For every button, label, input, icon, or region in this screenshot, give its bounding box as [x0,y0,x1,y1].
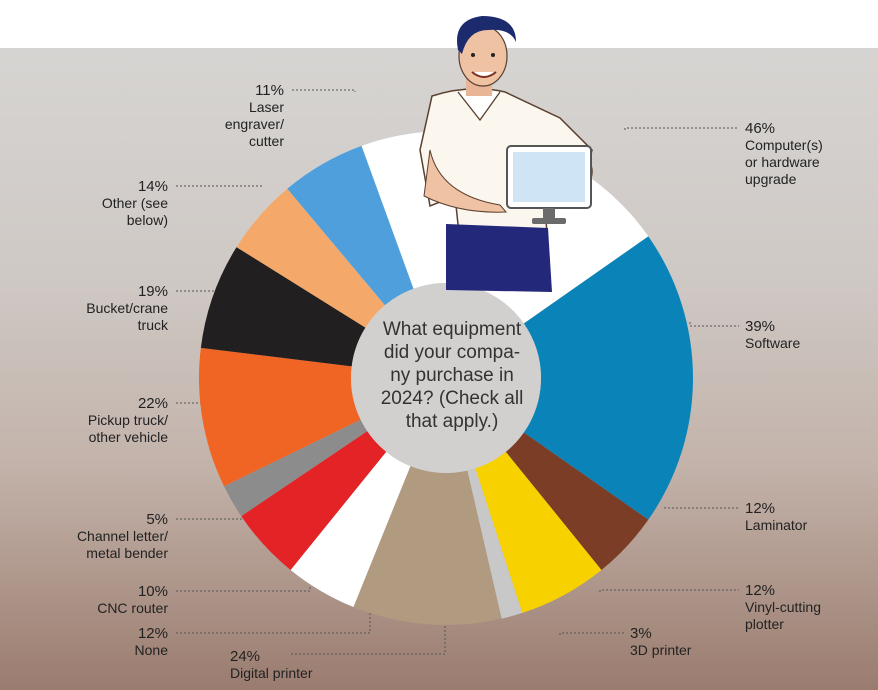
leader-other [176,185,263,188]
label-computers: 46% Computer(s) or hardware upgrade [745,120,823,188]
label-pickup: 22% Pickup truck/ other vehicle [88,395,168,446]
label-pct-cnc: 10% [137,583,168,600]
slice-laminator [505,432,649,570]
slice-printer3d [467,468,523,619]
label-name-software: Software [745,335,801,351]
slice-bucket [200,247,366,367]
leader-digital [290,610,446,655]
slice-pickup [199,347,361,487]
slice-laser [287,145,414,306]
label-name-pickup: Pickup truck/ other vehicle [87,412,168,445]
label-pct-channel: 5% [146,511,168,528]
label-pct-laser: 11% [255,82,284,99]
label-other: 14% Other (see below) [102,178,168,229]
man-with-monitor-illustration [419,16,593,292]
label-name-computers: Computer(s) or hardware upgrade [745,137,823,187]
label-channel: 5% Channel letter/ metal bender [77,511,168,562]
slice-digital [353,466,502,625]
leader-software [689,322,739,327]
label-bucket: 19% Bucket/crane truck [86,283,168,334]
label-pct-bucket: 19% [137,283,168,300]
leader-none [176,605,371,634]
label-pct-none: 12% [137,625,168,642]
label-name-bucket: Bucket/crane truck [86,300,168,333]
label-name-printer3d: 3D printer [630,642,692,658]
leader-laminator [664,507,739,509]
label-name-channel: Channel letter/ metal bender [76,528,168,561]
label-pct-other: 14% [137,178,168,195]
label-laser: 11% Laser engraver/ cutter [225,82,284,150]
label-name-laminator: Laminator [745,517,808,533]
leader-bucket [176,290,216,292]
label-pct-laminator: 12% [745,500,776,517]
label-pct-vinyl: 12% [745,582,776,599]
label-name-cnc: CNC router [97,600,168,616]
chart-title: What equipment did your compa- ny purcha… [380,319,524,432]
label-pct-pickup: 22% [137,395,168,412]
slice-software [523,236,693,520]
leader-laser [292,89,356,92]
label-cnc: 10% CNC router [97,583,168,617]
label-printer3d: 3% 3D printer [630,625,691,659]
label-laminator: 12% Laminator [745,500,807,534]
donut-hole [351,283,541,473]
label-name-other: Other (see below) [101,195,168,228]
leader-pickup [176,400,205,404]
label-digital: 24% Digital printer [230,648,312,682]
label-pct-digital: 24% [230,648,261,665]
leader-printer3d [559,632,624,635]
slice-channel [223,419,368,517]
slice-cnc [241,431,387,570]
leader-channel [176,518,251,520]
label-pct-computers: 46% [745,120,776,137]
leader-cnc [176,585,311,592]
slice-none [290,451,411,608]
label-pct-printer3d: 3% [630,625,652,642]
label-pct-software: 39% [745,318,776,335]
slice-other [236,188,385,328]
label-software: 39% Software [745,318,800,352]
label-name-none: None [134,642,168,658]
label-name-digital: Digital printer [230,665,313,681]
label-name-laser: Laser engraver/ cutter [224,99,284,149]
leader-computers [624,127,739,130]
label-none: 12% None [135,625,168,659]
label-name-vinyl: Vinyl-cutting plotter [745,599,822,632]
leader-vinyl [599,589,739,592]
slice-vinyl [475,451,602,613]
label-vinyl: 12% Vinyl-cutting plotter [745,582,821,633]
